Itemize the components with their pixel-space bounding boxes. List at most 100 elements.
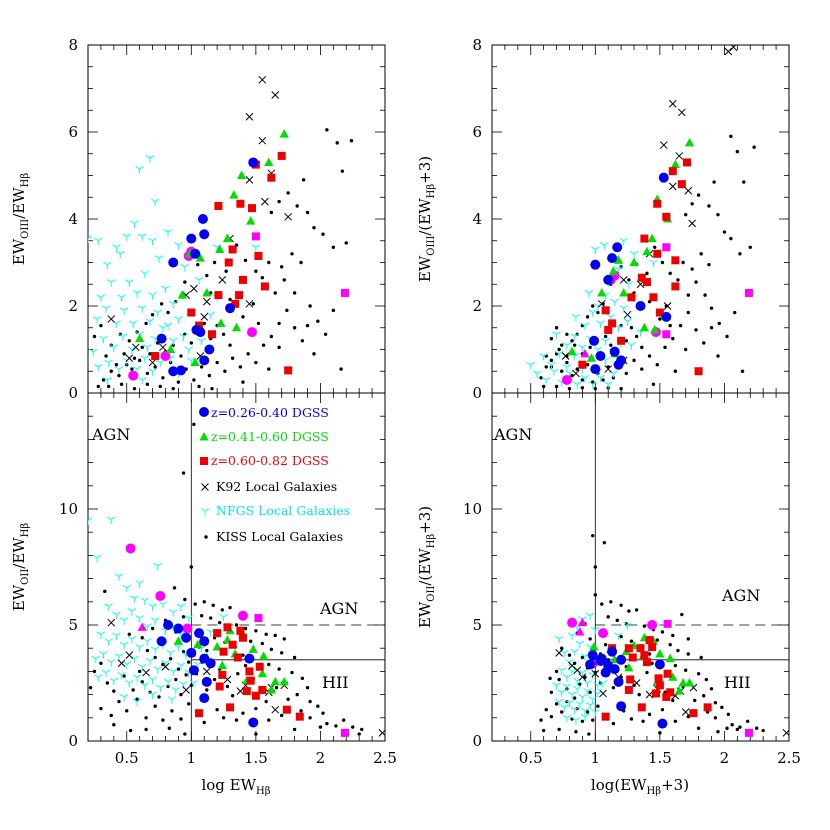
data-point-tri-star (565, 699, 574, 708)
data-point-tri-star (154, 255, 164, 263)
data-point-tri-star (614, 632, 623, 640)
data-point-triangle (597, 287, 607, 297)
data-point-dot (339, 367, 343, 371)
data-point-dot (580, 378, 585, 382)
data-point-dot (585, 710, 590, 714)
legend-marker-dot (204, 535, 208, 539)
data-point-dot (308, 716, 312, 720)
data-point-tri-star (145, 658, 155, 666)
data-point-square (653, 249, 662, 258)
data-point-dot (269, 647, 274, 652)
data-point-square (689, 709, 698, 718)
data-point-dot (624, 339, 628, 343)
data-point-dot (560, 646, 564, 650)
data-point-dot (92, 334, 97, 339)
data-point-tri-star (91, 655, 101, 664)
data-point-tri-star (168, 337, 178, 346)
data-point-tri-star (596, 374, 605, 383)
data-point-dot (316, 704, 320, 708)
data-point-tri-star (627, 342, 636, 350)
data-point-circle (194, 628, 205, 639)
data-point-dot (145, 371, 150, 376)
data-point-dot (282, 278, 286, 282)
data-point-dot (593, 565, 598, 569)
data-point-dot (591, 718, 595, 722)
data-point-dot (88, 685, 93, 690)
data-point-square (663, 619, 672, 628)
data-point-dot (305, 685, 310, 690)
data-point-dot (627, 609, 631, 613)
data-point-circle (175, 365, 186, 376)
data-point-tri-star (112, 632, 121, 640)
points-layer (88, 75, 354, 391)
data-point-dot (360, 727, 364, 732)
panel-top-left: 0 2 4 6 8 (68, 36, 386, 402)
data-point-dot (658, 731, 662, 735)
data-point-cross (729, 45, 738, 52)
data-point-square (254, 614, 263, 623)
data-point-square (260, 282, 269, 291)
data-point-cross (378, 729, 385, 737)
data-point-tri-star (168, 300, 178, 309)
data-point-tri-star (179, 333, 188, 341)
data-point-circle (125, 543, 136, 554)
data-point-cross (591, 669, 600, 678)
data-point-dot (748, 245, 752, 249)
data-point-circle (205, 658, 216, 669)
data-point-dot (681, 260, 685, 265)
data-point-triangle (137, 622, 147, 631)
data-point-dot (694, 328, 698, 332)
data-point-square (694, 367, 703, 376)
data-point-dot (660, 707, 665, 712)
data-point-dot (565, 332, 569, 336)
data-point-tri-star (130, 595, 139, 603)
data-point-dot (285, 308, 289, 313)
data-point-dot (150, 626, 155, 631)
data-point-cross (148, 358, 157, 367)
data-point-dot (632, 358, 636, 363)
data-point-tri-star (596, 320, 605, 328)
data-point-dot (730, 723, 734, 727)
data-point-tri-star (103, 261, 112, 270)
legend-item-kiss: KISS Local Galaxies (204, 529, 343, 544)
data-point-dot (720, 705, 724, 710)
data-point-square (655, 308, 664, 317)
data-point-dot (709, 687, 714, 691)
y-tick-label: 6 (472, 123, 482, 141)
data-point-dot (101, 378, 106, 382)
data-point-circle (585, 659, 596, 670)
data-point-dot (593, 593, 598, 597)
data-point-circle (163, 620, 174, 630)
data-point-tri-star (578, 693, 587, 702)
data-point-dot (580, 386, 585, 390)
legend-marker-tri-star (200, 508, 210, 516)
data-point-triangle (237, 170, 247, 179)
series-magenta-tri (137, 622, 147, 631)
legend-item-nfgs: NFGS Local Galaxies (200, 503, 350, 518)
data-point-tri-star (145, 318, 155, 326)
data-point-square (295, 712, 304, 721)
data-point-dot (539, 376, 543, 380)
data-point-dot (554, 669, 559, 674)
data-point-circle (647, 620, 658, 630)
data-point-tri-star (96, 294, 106, 302)
data-point-cross (117, 659, 126, 668)
data-point-dot (96, 384, 101, 389)
data-point-circle (589, 335, 600, 346)
data-point-dot (256, 321, 261, 326)
data-point-dot (299, 260, 303, 265)
data-point-dot (619, 603, 623, 607)
data-point-dot (199, 614, 204, 618)
data-point-triangle (674, 686, 684, 695)
data-point-square (744, 288, 753, 297)
data-point-dot (112, 689, 116, 693)
data-point-tri-star (148, 292, 157, 300)
data-point-tri-star (132, 674, 142, 682)
data-point-dot (267, 718, 271, 722)
data-point-tri-star (562, 674, 572, 682)
data-point-dot (264, 632, 268, 636)
data-point-tri-star (156, 684, 165, 693)
data-point-tri-star (603, 381, 613, 389)
data-point-dot (704, 677, 709, 682)
data-point-dot (292, 655, 297, 660)
